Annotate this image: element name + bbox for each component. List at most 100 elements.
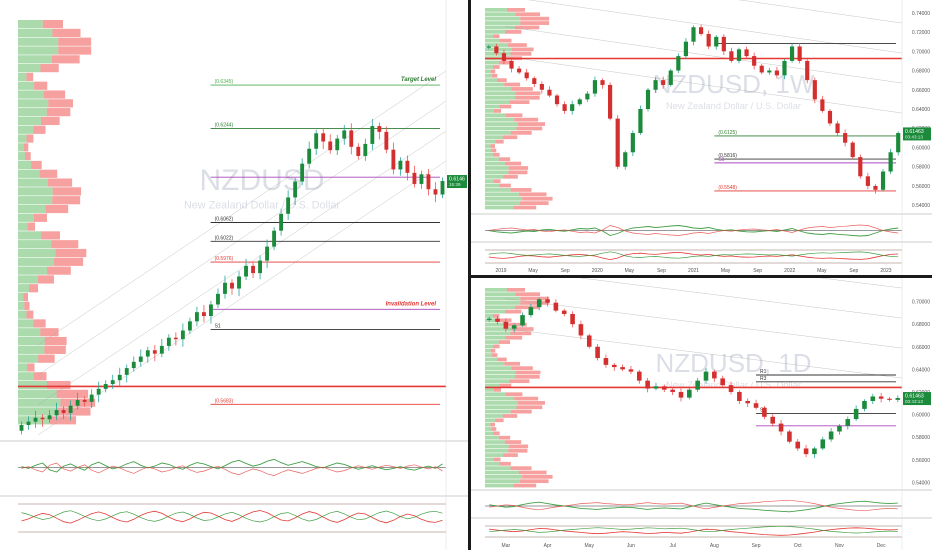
candle-body bbox=[377, 126, 382, 132]
candle-body bbox=[752, 56, 757, 66]
volume-profile-bar-sell bbox=[37, 275, 54, 284]
volume-profile-bar-buy bbox=[485, 166, 509, 170]
volume-profile-bar-sell bbox=[43, 90, 66, 99]
candle-body bbox=[827, 110, 833, 124]
channel-line bbox=[37, 100, 447, 376]
volume-profile-bar-sell bbox=[27, 363, 35, 372]
volume-profile-bar-buy bbox=[485, 401, 518, 405]
volume-profile-bar-sell bbox=[515, 292, 541, 297]
volume-profile-bar-buy bbox=[485, 483, 514, 488]
candle-body bbox=[561, 310, 567, 314]
volume-profile-bar-buy bbox=[18, 248, 56, 258]
level-label: (0.5548) bbox=[718, 185, 737, 191]
candle-body bbox=[545, 299, 550, 303]
volume-profile-bar-buy bbox=[485, 144, 491, 148]
volume-profile-bar-buy bbox=[485, 201, 520, 206]
candle-body bbox=[820, 99, 825, 111]
y-tick-label: 0.70000 bbox=[912, 300, 930, 306]
candle-body bbox=[880, 171, 886, 190]
candle-body bbox=[850, 142, 855, 158]
candle-body bbox=[503, 321, 509, 329]
y-tick-label: 0.68000 bbox=[912, 322, 930, 328]
x-tick-label: Nov bbox=[835, 543, 844, 549]
volume-profile-bar-buy bbox=[485, 474, 523, 479]
volume-profile-bar-sell bbox=[504, 161, 522, 166]
x-tick-label: 2020 bbox=[592, 268, 603, 274]
y-tick-label: 0.64000 bbox=[912, 367, 930, 373]
volume-profile-bar-sell bbox=[42, 20, 63, 29]
x-tick-label: Mar bbox=[502, 543, 511, 549]
volume-profile-bar-buy bbox=[18, 354, 39, 363]
volume-profile-bar-sell bbox=[505, 335, 523, 340]
volume-profile-bar-sell bbox=[26, 72, 34, 82]
volume-profile-bar-sell bbox=[499, 104, 512, 109]
level-label: (0.5816) bbox=[718, 153, 737, 159]
level-label: (0.6062) bbox=[215, 217, 234, 223]
volume-profile-bar-sell bbox=[26, 134, 34, 143]
watermark-description: New Zealand Dollar / U.S. Dollar bbox=[666, 380, 801, 390]
candle-body bbox=[703, 371, 709, 381]
candle-body bbox=[486, 46, 491, 48]
candle-body bbox=[89, 394, 94, 402]
y-tick-label: 0.60000 bbox=[912, 413, 930, 419]
volume-profile-bar-sell bbox=[52, 196, 81, 205]
candle-body bbox=[19, 425, 24, 431]
volume-profile-bar-sell bbox=[514, 25, 540, 30]
volume-profile-bar-buy bbox=[485, 288, 507, 292]
candle-body bbox=[611, 364, 617, 368]
candle-body bbox=[110, 380, 115, 385]
volume-profile-bar-sell bbox=[56, 389, 89, 398]
chart-pane-main[interactable]: NZDUSD New Zealand Dollar / U.S. Dollar (0… bbox=[0, 0, 468, 550]
y-tick-label: 0.70000 bbox=[912, 49, 930, 55]
candle-body bbox=[223, 282, 227, 294]
volume-profile-bar-sell bbox=[492, 314, 500, 318]
candle-body bbox=[595, 346, 600, 359]
chart-weekly-svg[interactable]: NZDUSD, 1W New Zealand Dollar / U.S. Doll… bbox=[471, 0, 932, 275]
volume-profile-bar-buy bbox=[18, 328, 41, 337]
volume-profile-bar-sell bbox=[507, 288, 525, 292]
candle-body bbox=[570, 104, 575, 111]
volume-profile-bar-buy bbox=[18, 231, 42, 240]
candle-body bbox=[356, 146, 361, 156]
last-price-value: 0.61463 bbox=[905, 394, 924, 400]
volume-profile-bar-buy bbox=[18, 266, 48, 275]
candle-body bbox=[888, 152, 893, 172]
candle-body bbox=[486, 318, 492, 320]
volume-profile-bar-buy bbox=[485, 126, 517, 131]
volume-profile-bar-sell bbox=[522, 196, 553, 201]
candle-body bbox=[61, 410, 66, 413]
volume-profile-bar-buy bbox=[485, 157, 499, 162]
volume-profile-bar-sell bbox=[511, 47, 534, 52]
chart-main-svg[interactable]: NZDUSD New Zealand Dollar / U.S. Dollar (0… bbox=[0, 0, 468, 550]
candle-body bbox=[40, 417, 45, 420]
candle-body bbox=[528, 307, 534, 316]
candle-body bbox=[265, 246, 270, 261]
candle-body bbox=[335, 138, 340, 151]
volume-profile-bar-buy bbox=[18, 345, 45, 354]
x-tick-label: May bbox=[721, 268, 731, 274]
channel-line bbox=[504, 328, 903, 379]
y-tick-label: 0.72000 bbox=[912, 30, 930, 36]
volume-profile-bar-sell bbox=[53, 257, 84, 266]
volume-profile-bar-buy bbox=[18, 81, 35, 90]
x-tick-label: Jun bbox=[627, 543, 635, 549]
volume-profile-bar-buy bbox=[18, 257, 54, 266]
volume-profile-bar-buy bbox=[485, 422, 491, 427]
chart-pane-daily[interactable]: NZDUSD, 1D New Zealand Dollar / U.S. Doll… bbox=[471, 278, 932, 550]
chart-pane-weekly[interactable]: NZDUSD, 1W New Zealand Dollar / U.S. Doll… bbox=[471, 0, 932, 275]
volume-profile-bar-buy bbox=[18, 407, 58, 416]
pane-divider-vertical[interactable] bbox=[468, 0, 471, 550]
y-tick-label: 0.54000 bbox=[912, 203, 930, 209]
volume-profile-bar-buy bbox=[18, 178, 48, 187]
candle-body bbox=[706, 33, 711, 47]
pane-divider-horizontal[interactable] bbox=[471, 275, 932, 278]
candle-body bbox=[237, 276, 241, 289]
candle-body bbox=[96, 388, 101, 395]
volume-profile-bar-buy bbox=[18, 275, 38, 284]
chart-daily-svg[interactable]: NZDUSD, 1D New Zealand Dollar / U.S. Doll… bbox=[471, 278, 932, 550]
osc1-line bbox=[489, 500, 898, 513]
candle-body bbox=[230, 282, 234, 289]
volume-profile-bar-sell bbox=[516, 405, 543, 410]
volume-profile-bar-sell bbox=[516, 126, 543, 131]
volume-profile-bar-buy bbox=[18, 372, 34, 381]
